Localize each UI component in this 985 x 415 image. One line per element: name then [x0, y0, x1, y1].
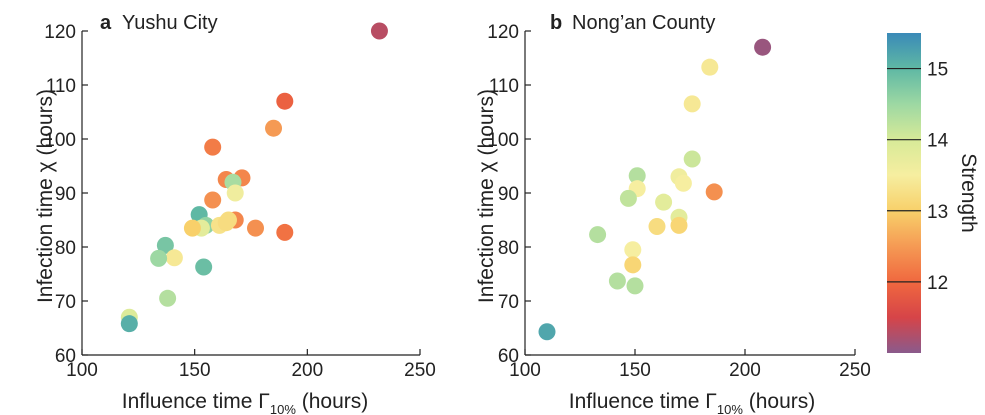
colorbar-tick-label: 13 [927, 202, 948, 223]
x-tick-label: 100 [509, 360, 541, 381]
panel-b-x-axis-label: Influence time Γ10% (hours) [569, 390, 816, 415]
colorbar-tick-label: 14 [927, 131, 949, 152]
scatter-point [608, 272, 626, 290]
scatter-point [626, 277, 644, 295]
panel-a-letter: a [100, 12, 112, 34]
scatter-point [589, 226, 607, 244]
scatter-point [165, 249, 183, 267]
x-tick-label: 250 [839, 360, 871, 381]
panel-a-x-axis-label-suffix: (hours) [296, 390, 368, 413]
scatter-point [276, 223, 294, 241]
y-tick-label: 60 [55, 346, 76, 367]
scatter-point [674, 174, 692, 192]
y-tick-label: 120 [487, 22, 519, 43]
x-tick-label: 100 [66, 360, 98, 381]
colorbar-label: Strength [957, 153, 980, 232]
colorbar: 12 13 14 15 Strength [887, 33, 980, 353]
scatter-point [150, 249, 168, 267]
y-tick-label: 70 [498, 292, 519, 313]
x-tick-label: 250 [404, 360, 436, 381]
scatter-point [370, 22, 388, 40]
y-tick-label: 90 [55, 184, 76, 205]
panel-a-x-axis-label: Influence time Γ10% (hours) [122, 390, 369, 415]
scatter-point [624, 256, 642, 274]
colorbar-tick-label: 12 [927, 273, 948, 294]
panel-b-title: Nong’an County [572, 12, 715, 34]
panel-b-x-axis-label-suffix: (hours) [743, 390, 815, 413]
scatter-point [683, 95, 701, 113]
panel-a-x-axis-label-subscript: 10% [270, 402, 296, 415]
scatter-point [705, 183, 723, 201]
scatter-point [538, 323, 556, 341]
y-tick-label: 80 [55, 238, 76, 259]
scatter-point [276, 92, 294, 110]
y-tick-label: 110 [489, 76, 519, 97]
panel-b-nongan-county: b Nong’an County 100 150 200 25060708090100… [475, 12, 871, 415]
scatter-point [159, 289, 177, 307]
x-tick-label: 150 [619, 360, 651, 381]
panel-a-axes: 100 150 200 250 60 70 80 90 100 110 120 [44, 22, 436, 381]
panel-a-points [120, 22, 388, 333]
scatter-point [204, 138, 222, 156]
panel-a-x-axis-label-main: Influence time Γ [122, 390, 270, 413]
panel-a-yushu-city: a Yushu City 100 150 200 250607080901001101… [34, 12, 436, 415]
x-tick-label: 150 [179, 360, 211, 381]
scatter-point [204, 191, 222, 209]
scatter-point [619, 189, 637, 207]
panel-a-y-axis-label: Infection time χ (hours) [34, 89, 57, 303]
colorbar-tick-label: 15 [927, 60, 948, 81]
y-tick-label: 60 [498, 346, 519, 367]
panel-b-x-axis-label-main: Influence time Γ [569, 390, 717, 413]
scatter-point [655, 193, 673, 211]
y-tick-label: 70 [55, 292, 76, 313]
scatter-point [670, 216, 688, 234]
scatter-point [195, 258, 213, 276]
y-tick-label: 120 [44, 22, 76, 43]
panel-a-title: Yushu City [122, 12, 218, 34]
scatter-point [120, 315, 138, 333]
y-tick-label: 90 [498, 184, 519, 205]
scatter-point [247, 219, 265, 237]
scatter-point [265, 119, 283, 137]
scatter-point [701, 58, 719, 76]
scatter-point [648, 217, 666, 235]
scatter-point [754, 38, 772, 56]
y-tick-label: 110 [46, 76, 76, 97]
scatter-point [217, 214, 235, 232]
x-tick-label: 200 [729, 360, 761, 381]
scatter-point [183, 219, 201, 237]
scatter-point [624, 241, 642, 259]
scatter-point [683, 150, 701, 168]
scatter-point [156, 236, 174, 254]
x-tick-label: 200 [291, 360, 323, 381]
colorbar-gradient-bar [887, 33, 921, 353]
y-tick-label: 100 [487, 130, 519, 151]
y-tick-label: 100 [44, 130, 76, 151]
scatter-point [628, 167, 646, 185]
panel-b-letter: b [550, 12, 562, 34]
panel-b-points [538, 38, 772, 341]
colorbar-ticks: 12 13 14 15 [887, 60, 949, 294]
y-tick-label: 80 [498, 238, 519, 259]
panel-b-axes: 100 150 200 250 60 70 80 90 100 110 120 [487, 22, 871, 381]
panel-b-y-axis-label: Infection time χ (hours) [475, 89, 498, 303]
panel-b-x-axis-label-subscript: 10% [717, 402, 743, 415]
scatter-point [226, 184, 244, 202]
